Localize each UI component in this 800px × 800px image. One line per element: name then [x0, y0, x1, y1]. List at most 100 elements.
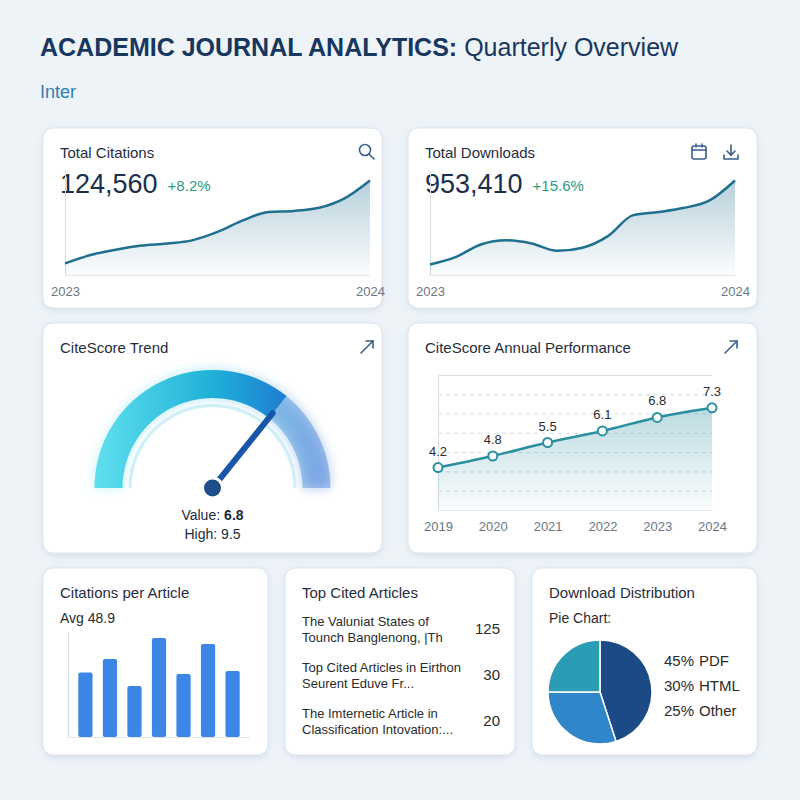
row-title: The Valuniat States ofTounch Banglenong,… — [302, 614, 443, 645]
line — [430, 181, 735, 265]
panel-title: CiteScore Trend — [60, 339, 168, 356]
panel — [408, 128, 757, 308]
text-line: Classification Intovation:... — [302, 722, 453, 737]
panel-subtitle: Pie Chart: — [549, 610, 611, 626]
kpi-change: +15.6% — [533, 177, 584, 194]
panel-title: CiteScore Annual Performance — [425, 339, 631, 356]
marker — [708, 403, 717, 412]
tick-label: 2021 — [534, 519, 563, 534]
axis-line — [68, 633, 69, 738]
title-light: Quarterly Overview — [464, 33, 679, 61]
data-label: 7.3 — [703, 384, 721, 399]
tick-label: 2023 — [416, 284, 445, 299]
plot-area — [78, 638, 239, 737]
panel — [43, 323, 382, 553]
data-label: 4.8 — [484, 432, 502, 447]
bar — [152, 638, 166, 737]
title-bold: ACADEMIC JOURNAL ANALYTICS: — [40, 33, 457, 61]
text-line: The Imternetic Article in — [302, 706, 438, 721]
panel — [285, 568, 515, 755]
axis-line — [430, 171, 431, 276]
icon — [361, 341, 373, 353]
marker — [434, 463, 443, 472]
bar — [201, 644, 215, 737]
icon-part — [692, 146, 706, 159]
area — [438, 408, 712, 510]
value: 9.5 — [221, 526, 241, 542]
tick: 2024 — [356, 275, 385, 299]
panel — [43, 128, 382, 308]
legend-entry: 25%Other — [664, 702, 737, 719]
panel-title: Total Citations — [60, 144, 154, 161]
plot-area — [430, 181, 735, 276]
tick-label: 2022 — [588, 519, 617, 534]
text-line: Top Cited Articles in Eirthon — [302, 660, 461, 675]
data-label: 5.5 — [539, 419, 557, 434]
marker — [653, 413, 662, 422]
icon — [725, 341, 737, 353]
area — [65, 181, 370, 276]
y-axis — [65, 171, 66, 276]
gauge — [95, 370, 331, 498]
icon-part — [692, 149, 706, 151]
legend-value: 45% — [664, 652, 694, 669]
icon — [724, 145, 738, 159]
panel-title: Top Cited Articles — [302, 584, 418, 601]
grid-line — [438, 394, 712, 395]
panel — [43, 568, 268, 755]
kpi-value: 953,410 — [425, 169, 523, 199]
kpi-value: 124,560 — [60, 169, 158, 199]
legend-entry: 45% PDF — [664, 652, 729, 669]
axis-line — [65, 171, 66, 276]
tick-label: 2019 — [424, 519, 453, 534]
icon-part — [730, 341, 737, 348]
tick-label: 2024 — [721, 284, 750, 299]
gauge-glow — [95, 370, 331, 488]
axis-line — [439, 376, 713, 511]
data-label: 4.2 — [429, 444, 447, 459]
tick: 2020 — [479, 510, 508, 534]
icon-part — [725, 341, 737, 353]
value: 6.8 — [224, 507, 244, 523]
row-count: 125 — [475, 620, 500, 637]
tick: 2021 — [534, 510, 563, 534]
title: ACADEMIC JOURNAL ANALYTICS:Quarterly Ove… — [40, 33, 679, 61]
marker — [598, 426, 607, 435]
axis-line — [69, 737, 251, 738]
legend-entry: 30%HTML — [664, 677, 740, 694]
background — [0, 0, 800, 800]
gauge-needle — [213, 413, 273, 488]
plot-area — [434, 403, 717, 510]
tick: 2023 — [643, 510, 672, 534]
text-line: Tounch Banglenong, |Th — [302, 630, 443, 645]
data-label: 6.1 — [593, 407, 611, 422]
bar — [225, 671, 239, 737]
slice — [548, 640, 600, 692]
kpi-change: +8.2% — [168, 177, 211, 194]
icon-part — [366, 341, 373, 348]
gauge-inner-ring — [129, 404, 297, 488]
data-label: 6.8 — [648, 393, 666, 408]
bar — [127, 686, 141, 737]
legend-value: 25% — [664, 702, 694, 719]
legend-label: HTML — [699, 677, 740, 694]
panel-title: Total Downloads — [425, 144, 535, 161]
axis-line — [66, 275, 371, 276]
line — [438, 408, 712, 468]
row-title: Top Cited Articles in EirthonSeurent Edu… — [302, 660, 461, 691]
icon — [692, 144, 706, 159]
gauge-track — [95, 370, 331, 488]
tick: 2022 — [588, 510, 617, 534]
pie — [548, 640, 652, 744]
legend-label: PDF — [699, 652, 729, 669]
subtitle: Inter — [40, 82, 76, 102]
axis-line — [439, 510, 713, 511]
tick: 2024 — [721, 275, 750, 299]
text-line: Seurent Eduve Fr... — [302, 676, 414, 691]
line — [65, 181, 370, 264]
tick: 2019 — [424, 510, 453, 534]
bar — [78, 673, 92, 738]
bar — [103, 659, 117, 737]
data-labels: 4.2 4.8 5.5 6.1 6.8 7.3 — [429, 384, 721, 459]
panel-subtitle: Avg 48.9 — [60, 610, 115, 626]
